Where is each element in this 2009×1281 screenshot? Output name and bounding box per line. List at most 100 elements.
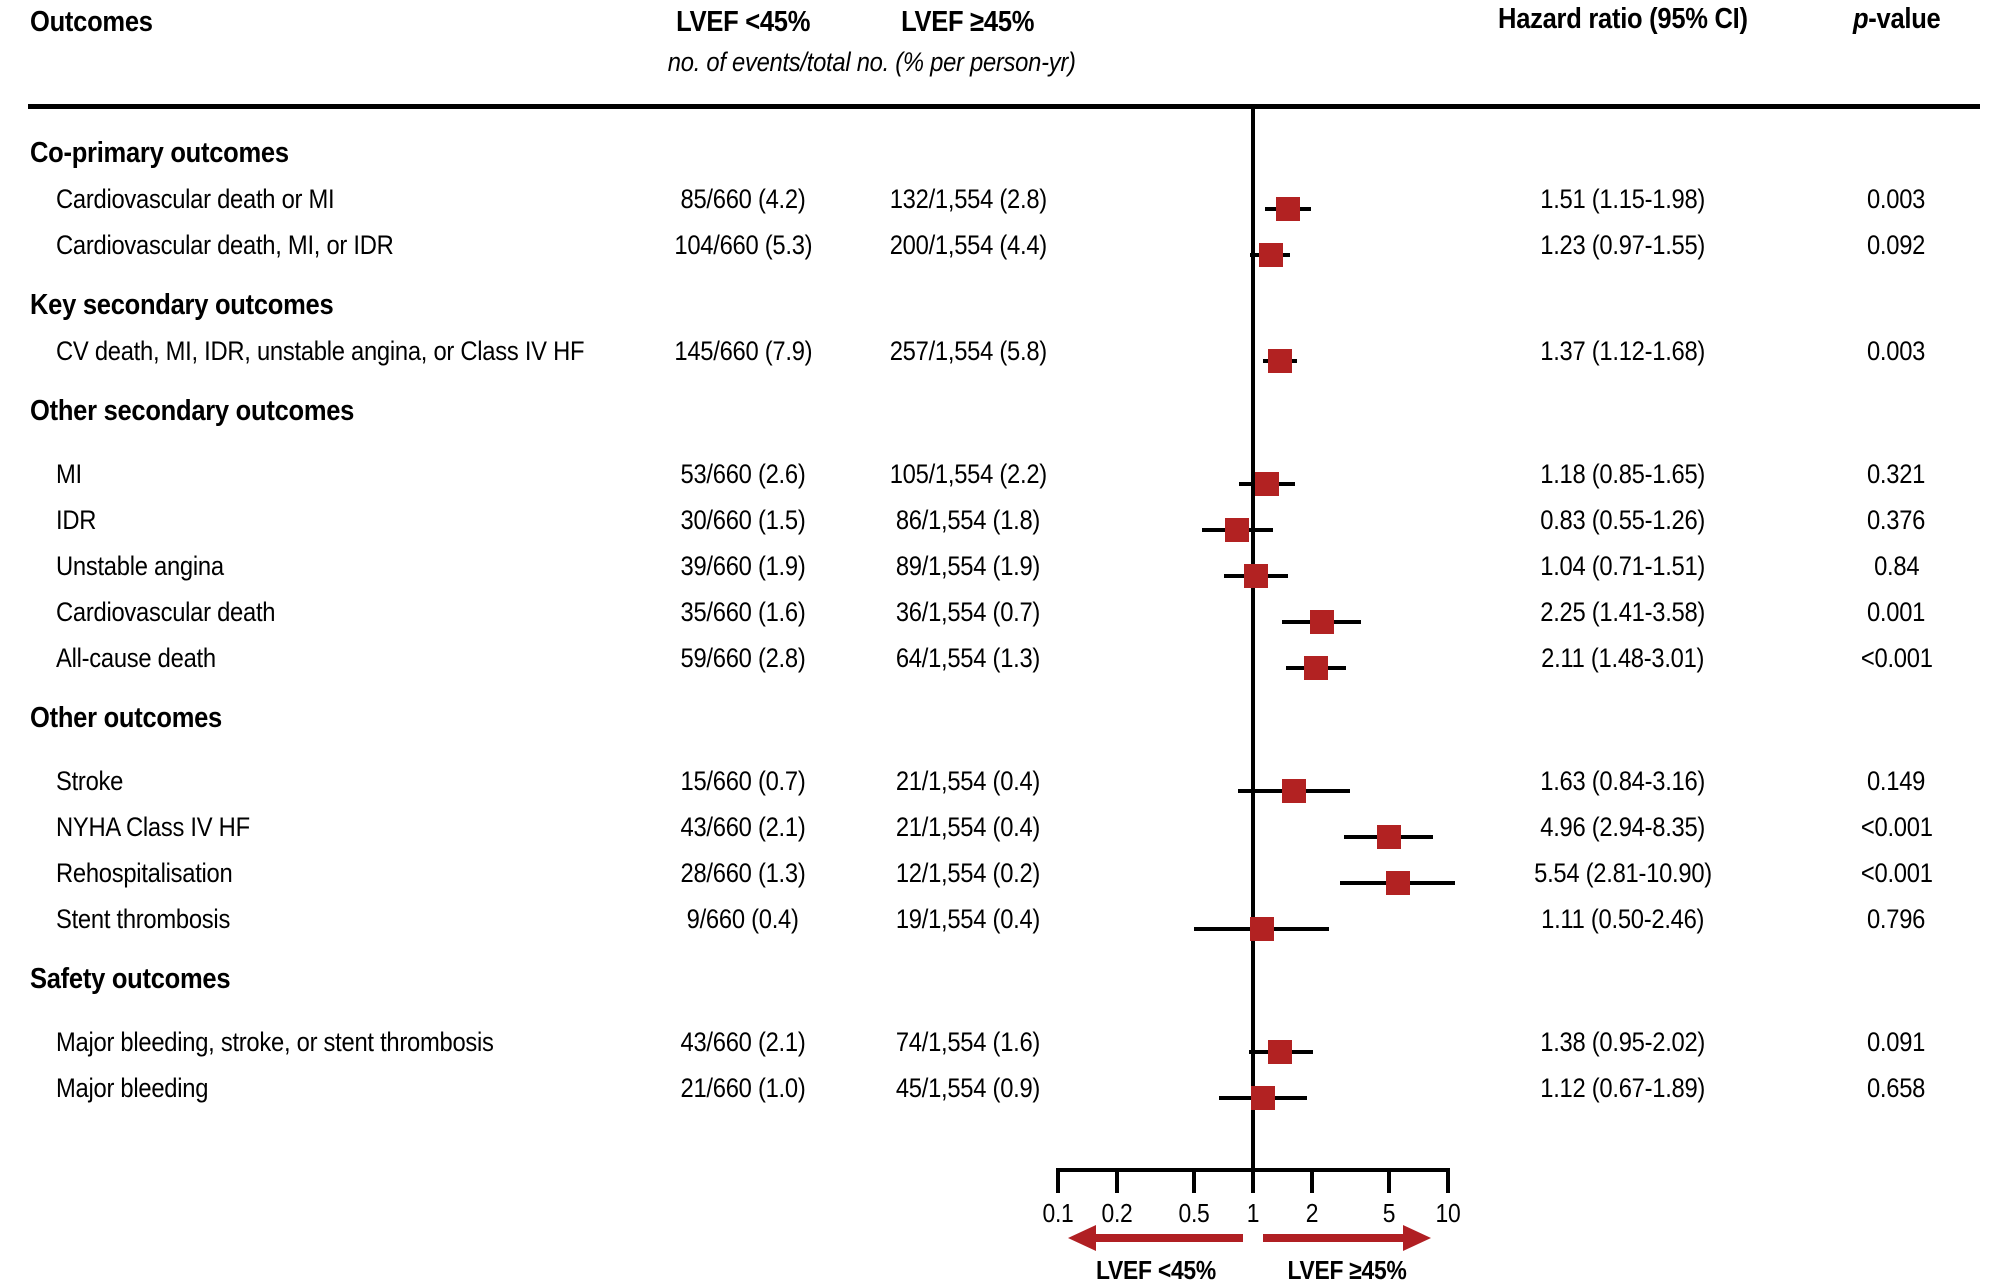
axis-tick-label: 5 [1382,1198,1396,1229]
events-lvef-ge45: 36/1,554 (0.7) [878,597,1058,628]
forest-plot-cell [1058,543,1448,589]
axis-tick [1309,1168,1314,1193]
events-lvef-lt45: 28/660 (1.3) [608,858,878,889]
hazard-ratio-value: 1.12 (0.67-1.89) [1448,1073,1798,1104]
hazard-ratio-value: 1.23 (0.97-1.55) [1448,230,1798,261]
text: 0.5 [1178,1198,1210,1228]
outcome-label: Cardiovascular death, MI, or IDR [0,230,608,261]
forest-plot-cell [1058,1019,1448,1065]
events-lvef-lt45: 104/660 (5.3) [608,230,878,261]
section-header-row: Other outcomes [0,695,2009,741]
text: 0.149 [1867,765,1926,796]
right-arrow-head [1403,1225,1432,1251]
outcome-label: Stroke [0,766,608,797]
outcome-label: Cardiovascular death or MI [0,184,608,215]
axis-tick [1387,1168,1392,1193]
events-lvef-ge45: 74/1,554 (1.6) [878,1027,1058,1058]
hazard-ratio-value: 4.96 (2.94-8.35) [1448,812,1798,843]
hazard-ratio-value: 1.51 (1.15-1.98) [1448,184,1798,215]
text: 89/1,554 (1.9) [895,550,1041,581]
hr-point-marker [1268,1040,1293,1064]
text: 0.84 [1873,550,1920,581]
forest-plot-cell [1058,176,1448,222]
events-lvef-lt45: 9/660 (0.4) [608,904,878,935]
outcome-label: Unstable angina [0,551,608,582]
section-header-row: Other secondary outcomes [0,388,2009,434]
events-lvef-ge45: 64/1,554 (1.3) [878,643,1058,674]
hazard-ratio-value: 2.25 (1.41-3.58) [1448,597,1798,628]
text: 0.321 [1867,458,1926,489]
forest-plot-cell [1058,497,1448,543]
p-value: 0.091 [1798,1027,1995,1058]
text: 28/660 (1.3) [680,857,806,888]
events-lvef-lt45: 43/660 (2.1) [608,1027,878,1058]
hr-point-marker [1304,656,1329,680]
text: MI [56,458,82,489]
p-value: 0.092 [1798,230,1995,261]
text: 1 [1246,1198,1260,1228]
text: 59/660 (2.8) [680,642,806,673]
text: IDR [56,504,97,535]
p-value: 0.321 [1798,459,1995,490]
events-lvef-ge45: 132/1,554 (2.8) [878,184,1058,215]
text: 145/660 (7.9) [674,335,812,366]
events-lvef-lt45: 59/660 (2.8) [608,643,878,674]
p-value: 0.003 [1798,336,1995,367]
hr-point-marker [1250,1086,1275,1110]
column-header-hazard-ratio: Hazard ratio (95% CI) [1498,3,1748,35]
text: Co-primary outcomes [30,136,289,169]
text: 39/660 (1.9) [680,550,806,581]
outcome-row: MI 53/660 (2.6) 105/1,554 (2.2) 1.18 (0.85-… [0,451,2009,497]
outcome-row: CV death, MI, IDR, unstable angina, or C… [0,328,2009,374]
hr-point-marker [1275,197,1300,221]
events-lvef-ge45: 45/1,554 (0.9) [878,1073,1058,1104]
text: 0.1 [1042,1198,1074,1228]
text: 0.003 [1867,183,1926,214]
events-lvef-lt45: 35/660 (1.6) [608,597,878,628]
p-value: <0.001 [1798,812,1995,843]
text: 2.25 (1.41-3.58) [1540,596,1706,627]
header-divider-rule [28,104,1980,109]
axis-tick-label: 0.5 [1177,1198,1212,1229]
events-lvef-ge45: 12/1,554 (0.2) [878,858,1058,889]
p-value: 0.001 [1798,597,1995,628]
p-value: 0.84 [1798,551,1995,582]
text: 43/660 (2.1) [680,811,806,842]
outcome-row: Major bleeding, stroke, or stent thrombo… [0,1019,2009,1065]
events-lvef-ge45: 89/1,554 (1.9) [878,551,1058,582]
section-title: Co-primary outcomes [0,137,1995,170]
axis-tick-label: 0.1 [1040,1198,1075,1229]
events-lvef-ge45: 257/1,554 (5.8) [878,336,1058,367]
outcome-row: Stent thrombosis 9/660 (0.4) 19/1,554 (0.4… [0,896,2009,942]
events-lvef-ge45: 21/1,554 (0.4) [878,766,1058,797]
text: 200/1,554 (4.4) [889,229,1047,260]
p-value: 0.658 [1798,1073,1995,1104]
hazard-ratio-value: 1.04 (0.71-1.51) [1448,551,1798,582]
section-title: Other outcomes [0,702,1995,735]
text: 1.51 (1.15-1.98) [1540,183,1706,214]
text: 21/1,554 (0.4) [895,765,1041,796]
text: Cardiovascular death [56,596,276,627]
outcome-label: Major bleeding, stroke, or stent thrombo… [0,1027,608,1058]
text: 9/660 (0.4) [686,903,800,934]
text: Rehospitalisation [56,857,233,888]
section-header-row: Co-primary outcomes [0,130,2009,176]
text: 12/1,554 (0.2) [895,857,1041,888]
outcome-label: Cardiovascular death [0,597,608,628]
text: 105/1,554 (2.2) [889,458,1047,489]
text: 53/660 (2.6) [680,458,806,489]
outcome-section: Key secondary outcomes CV death, MI, IDR,… [0,282,2009,374]
hazard-ratio-value: 0.83 (0.55-1.26) [1448,505,1798,536]
text: 0.796 [1867,903,1926,934]
text: 0.2 [1101,1198,1133,1228]
outcome-label: Stent thrombosis [0,904,608,935]
text: <0.001 [1860,857,1933,888]
p-value: 0.796 [1798,904,1995,935]
text: 21/1,554 (0.4) [895,811,1041,842]
column-header-outcomes: Outcomes [30,6,153,38]
text: 74/1,554 (1.6) [895,1026,1041,1057]
outcome-label: Major bleeding [0,1073,608,1104]
text: 1.23 (0.97-1.55) [1540,229,1706,260]
hazard-ratio-value: 2.11 (1.48-3.01) [1448,643,1798,674]
forest-plot-cell [1058,758,1448,804]
